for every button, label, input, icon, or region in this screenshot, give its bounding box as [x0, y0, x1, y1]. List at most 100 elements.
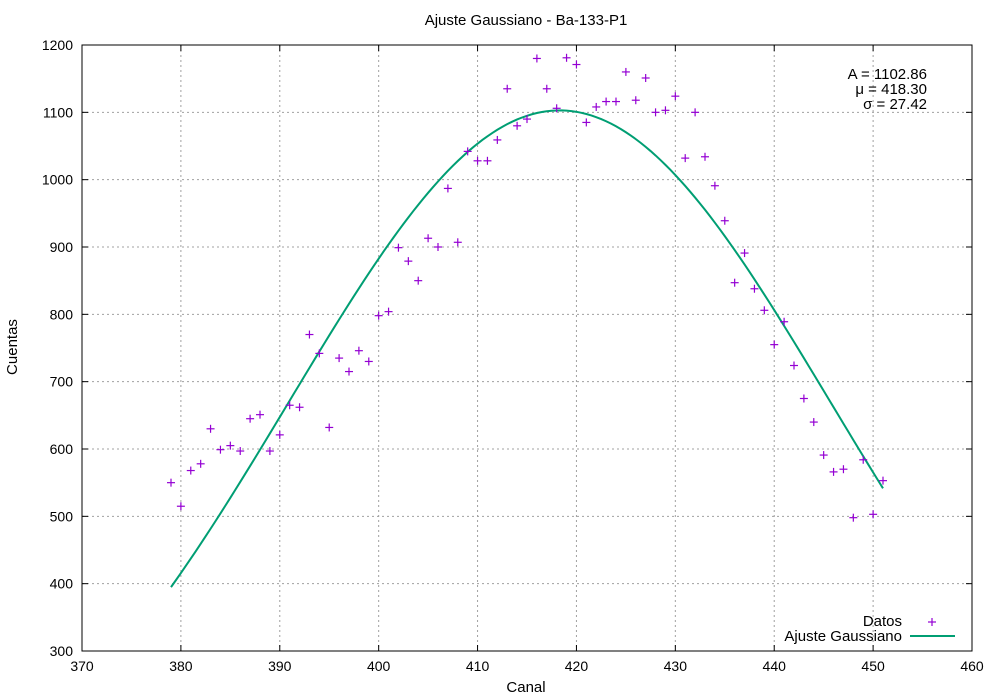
data-point	[414, 276, 423, 285]
data-point	[394, 243, 403, 252]
data-point	[374, 311, 383, 320]
series-layer	[167, 53, 887, 588]
data-point	[829, 467, 838, 476]
data-point	[453, 238, 462, 247]
data-point	[770, 340, 779, 349]
data-point	[839, 465, 848, 474]
legend-marker-datos	[928, 618, 936, 626]
data-point	[295, 403, 304, 412]
y-axis-label: Cuentas	[4, 319, 21, 375]
data-point	[404, 257, 413, 266]
x-tick-label: 460	[960, 658, 984, 674]
data-point	[493, 135, 502, 144]
grid	[82, 45, 972, 651]
data-point	[879, 476, 887, 485]
data-point	[246, 414, 255, 423]
data-point	[226, 441, 235, 450]
x-tick-label: 420	[565, 658, 589, 674]
data-point	[285, 401, 294, 410]
data-point	[760, 306, 769, 315]
y-tick-label: 800	[50, 306, 74, 322]
data-point	[582, 118, 591, 127]
data-point	[720, 216, 729, 225]
data-point	[364, 357, 373, 366]
x-tick-label: 390	[268, 658, 292, 674]
fit-parameters: A = 1102.86 μ = 418.30 σ = 27.42	[848, 66, 927, 113]
data-point	[740, 249, 749, 258]
x-tick-label: 370	[70, 658, 94, 674]
data-point	[265, 447, 274, 456]
param-amplitude: A = 1102.86	[848, 66, 927, 83]
data-point	[196, 459, 205, 468]
legend-label-datos: Datos	[863, 613, 902, 630]
data-point	[641, 73, 650, 82]
data-point	[691, 108, 700, 117]
data-point	[532, 54, 541, 63]
data-point	[592, 102, 601, 111]
legend: Datos Ajuste Gaussiano	[784, 613, 955, 645]
y-tick-label: 500	[50, 508, 74, 524]
data-point	[710, 181, 719, 190]
y-tick-label: 1200	[42, 37, 73, 53]
data-point	[819, 451, 828, 460]
data-point	[236, 447, 245, 456]
data-point	[612, 97, 620, 106]
x-tick-label: 380	[169, 658, 193, 674]
x-tick-label: 440	[763, 658, 787, 674]
data-point	[384, 307, 393, 316]
data-point	[849, 513, 858, 522]
plot-frame	[81, 44, 973, 652]
data-point	[354, 346, 363, 355]
data-point	[216, 445, 225, 454]
x-tick-label: 410	[466, 658, 490, 674]
data-point	[513, 121, 522, 130]
data-point	[681, 154, 690, 163]
data-point	[799, 394, 808, 403]
x-tick-label: 450	[861, 658, 885, 674]
data-point	[503, 84, 512, 93]
data-point	[325, 423, 334, 432]
data-point	[473, 156, 482, 165]
chart-title: Ajuste Gaussiano - Ba-133-P1	[425, 12, 628, 29]
data-point	[552, 104, 561, 113]
data-point	[750, 284, 759, 293]
data-point	[572, 60, 581, 69]
data-point	[631, 96, 640, 105]
data-point	[186, 466, 195, 475]
y-tick-label: 400	[50, 576, 74, 592]
data-point	[424, 234, 433, 243]
data-point	[335, 354, 344, 363]
y-tick-label: 300	[50, 643, 74, 659]
data-point	[859, 455, 868, 464]
data-point	[809, 418, 818, 427]
y-tick-label: 1000	[42, 172, 73, 188]
param-sigma: σ = 27.42	[863, 96, 927, 113]
data-point	[206, 424, 215, 433]
data-point	[463, 147, 472, 156]
data-point	[275, 430, 284, 439]
y-tick-label: 1100	[43, 104, 73, 120]
data-point	[780, 317, 789, 326]
data-point	[621, 67, 630, 76]
data-point	[315, 349, 324, 358]
y-tick-label: 700	[50, 374, 74, 390]
data-point	[701, 152, 709, 161]
x-axis-label: Canal	[506, 679, 545, 696]
data-point	[869, 510, 878, 519]
data-point	[790, 361, 798, 370]
data-point	[176, 502, 185, 511]
data-point	[523, 115, 531, 124]
data-point	[661, 106, 670, 115]
x-tick-label: 400	[367, 658, 391, 674]
y-tick-label: 900	[50, 239, 74, 255]
data-point	[562, 53, 571, 62]
data-point	[167, 478, 175, 487]
data-point	[542, 84, 551, 93]
data-point	[671, 92, 680, 101]
data-point	[602, 97, 611, 106]
data-point	[483, 156, 492, 165]
data-point	[256, 410, 264, 419]
y-tick-label: 600	[50, 441, 74, 457]
